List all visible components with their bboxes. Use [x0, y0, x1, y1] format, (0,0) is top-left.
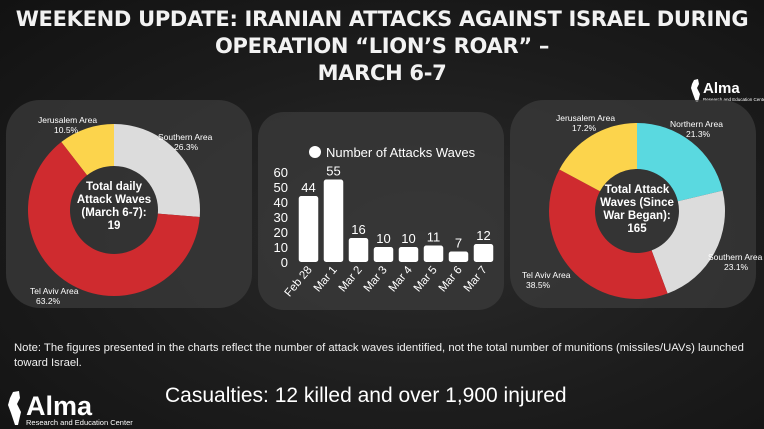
bar-mar-3 [373, 247, 394, 262]
pie-right-center-line-3: War Began): [603, 210, 670, 222]
y-tick-20: 20 [274, 225, 288, 240]
legend-label: Number of Attacks Waves [326, 145, 476, 160]
total-waves-panel: Jerusalem Area 17.2% Northern Area 21.3%… [510, 100, 763, 308]
logo-small-subtitle: Research and Education Center [703, 97, 764, 102]
title-line-1: Weekend Update: Iranian Attacks Against … [15, 7, 749, 58]
pie-right-center-total: 165 [627, 223, 647, 235]
pie-right-label-jerusalem-name: Jerusalem Area [556, 113, 615, 123]
pie-right-slice-southern-area [651, 190, 725, 294]
pie-left-center-line-1: Total daily [86, 181, 143, 193]
pie-right-label-telaviv-value: 38.5% [526, 280, 551, 290]
pie-right-label-northern-value: 21.3% [686, 129, 711, 139]
pie-left-center-line-3: (March 6-7): [81, 207, 146, 219]
daily-waves-panel: Jerusalem Area 10.5% Southern Area 26.3%… [6, 100, 252, 308]
pie-left-center-total: 19 [108, 220, 121, 232]
bar-mar-4 [398, 247, 419, 262]
pie-right-slice-northern-area [637, 123, 723, 202]
x-tick-mar-5: Mar 5 [412, 264, 440, 294]
pie-right-center-line-2: Waves (Since [600, 197, 674, 209]
total-waves-donut-chart: Jerusalem Area 17.2% Northern Area 21.3%… [522, 113, 763, 299]
logo-small-name: Alma [703, 80, 740, 97]
pie-left-label-southern-value: 26.3% [174, 142, 199, 152]
pie-left-label-telaviv-name: Tel Aviv Area [30, 286, 79, 296]
israel-map-icon-large [8, 391, 21, 425]
logo-large-name: Alma [26, 391, 93, 421]
x-tick-mar-7: Mar 7 [462, 264, 490, 294]
bar-mar-6 [448, 251, 469, 262]
bar-value-feb-28: 44 [301, 180, 315, 195]
pie-right-label-northern-name: Northern Area [670, 119, 723, 129]
bar-mar-2 [348, 238, 369, 262]
pie-right-label-telaviv-name: Tel Aviv Area [522, 270, 571, 280]
pie-right-label-southern-value: 23.1% [724, 262, 749, 272]
x-tick-mar-1: Mar 1 [312, 264, 340, 294]
pie-left-label-jerusalem-name: Jerusalem Area [38, 115, 97, 125]
pie-left-slice-jerusalem-area [61, 124, 114, 176]
daily-waves-donut-chart: Jerusalem Area 10.5% Southern Area 26.3%… [27, 115, 213, 306]
bar-value-mar-3: 10 [376, 231, 390, 246]
y-tick-60: 60 [274, 165, 288, 180]
y-tick-30: 30 [274, 210, 288, 225]
bar-value-mar-2: 16 [351, 222, 365, 237]
pie-left-label-southern-name: Southern Area [158, 132, 213, 142]
bar-feb-28 [298, 196, 319, 262]
attack-waves-bar-panel: Number of Attacks Waves 0 10 20 30 40 50 60 44… [258, 112, 504, 310]
pie-left-slice-southern-area [114, 124, 201, 218]
pie-right-label-southern-name: Southern Area [708, 252, 763, 262]
pie-left-label-telaviv-value: 63.2% [36, 296, 61, 306]
x-tick-mar-2: Mar 2 [337, 264, 365, 294]
methodology-note: Note: The figures presented in the chart… [14, 342, 744, 369]
bar-value-mar-5: 11 [427, 230, 441, 245]
title-line-2: March 6-7 [317, 61, 447, 85]
y-tick-40: 40 [274, 195, 288, 210]
y-tick-0: 0 [281, 255, 288, 270]
pie-left-slice-tel-aviv-area [27, 142, 200, 297]
bar-mar-5 [423, 245, 444, 262]
logo-large-subtitle: Research and Education Center [26, 418, 133, 427]
x-tick-mar-4: Mar 4 [387, 264, 415, 295]
pie-right-center-line-1: Total Attack [605, 184, 670, 196]
pie-right-slice-jerusalem-area [559, 123, 637, 192]
bar-mar-1 [323, 179, 344, 262]
pie-right-slice-tel-aviv-area [549, 169, 668, 299]
bar-value-mar-4: 10 [401, 231, 415, 246]
page-title: Weekend Update: Iranian Attacks Against … [0, 6, 764, 87]
israel-map-icon [691, 79, 700, 102]
y-tick-50: 50 [274, 180, 288, 195]
y-tick-10: 10 [274, 240, 288, 255]
x-tick-mar-3: Mar 3 [362, 264, 390, 294]
legend-marker [309, 146, 321, 158]
bar-mar-7 [473, 244, 494, 262]
bar-value-mar-1: 55 [326, 164, 340, 179]
pie-left-center-line-2: Attack Waves [77, 194, 151, 206]
bar-value-mar-6: 7 [455, 236, 462, 251]
bar-value-mar-7: 12 [476, 228, 490, 243]
pie-left-label-jerusalem-value: 10.5% [54, 125, 79, 135]
pie-right-label-jerusalem-value: 17.2% [572, 123, 597, 133]
casualties-summary: Casualties: 12 killed and over 1,900 inj… [165, 384, 567, 407]
x-tick-mar-6: Mar 6 [437, 264, 465, 294]
